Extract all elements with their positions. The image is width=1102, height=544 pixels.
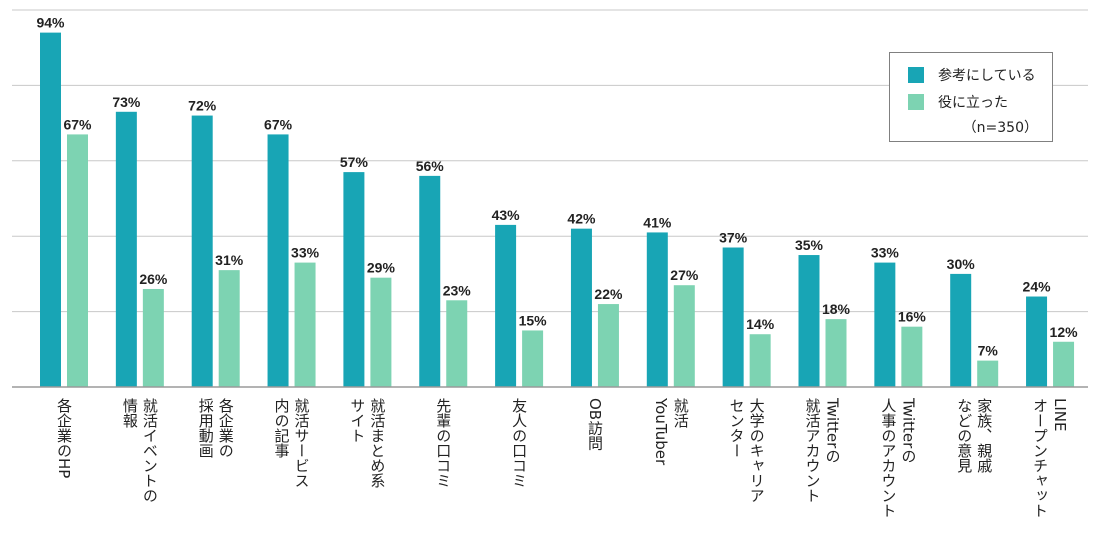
data-label-series-2: 22% (594, 286, 623, 302)
data-label-series-1: 35% (795, 237, 824, 253)
bar-series-1 (267, 134, 289, 387)
bar-series-1 (495, 224, 517, 387)
data-label-series-2: 29% (367, 260, 396, 276)
category-label: 就活イベントの (141, 398, 159, 503)
data-label-series-2: 23% (443, 282, 472, 298)
data-label-series-1: 56% (416, 158, 445, 174)
category-label: センター (728, 398, 746, 458)
bar-series-2 (597, 304, 619, 387)
category-label: 各企業の (217, 398, 235, 458)
bar-series-1 (798, 255, 820, 387)
legend-item-series-2: 役に立った (908, 92, 1008, 112)
category-label: 大学のキャリア (748, 398, 766, 503)
data-label-series-1: 94% (36, 15, 65, 31)
bar-series-2 (294, 262, 316, 387)
data-label-series-2: 18% (822, 301, 851, 317)
bar-series-2 (446, 300, 468, 387)
bar-series-2 (218, 270, 240, 387)
legend-item-series-1: 参考にしている (908, 65, 1036, 85)
legend-swatch-series-1 (908, 67, 924, 83)
data-label-series-2: 27% (670, 267, 699, 283)
data-label-series-1: 30% (947, 256, 976, 272)
bar-series-1 (40, 32, 61, 388)
data-label-series-1: 72% (188, 98, 217, 114)
data-label-series-1: 42% (567, 211, 596, 227)
category-label: 先輩の口コミ (434, 398, 452, 488)
bar-series-2 (825, 319, 847, 387)
category-label: 友人の口コミ (510, 398, 528, 488)
legend-label-series-2: 役に立った (938, 95, 1008, 111)
data-label-series-1: 57% (340, 154, 369, 170)
legend: 参考にしている 役に立った （n=350） (889, 52, 1053, 142)
legend-label-series-1: 参考にしている (938, 68, 1036, 84)
category-label: 就活サービス (293, 398, 311, 488)
data-label-series-2: 67% (63, 116, 92, 132)
category-label: などの意見 (955, 398, 973, 474)
bar-series-2 (673, 285, 695, 387)
bar-series-1 (722, 247, 744, 387)
data-label-series-1: 24% (1023, 279, 1052, 295)
bar-series-2 (901, 326, 923, 387)
bar-series-1 (874, 262, 896, 387)
data-label-series-1: 41% (643, 214, 672, 230)
data-label-series-1: 67% (264, 116, 293, 132)
category-label: Twitterの (824, 397, 842, 463)
bar-series-1 (191, 115, 213, 387)
category-label: 就活 (672, 398, 690, 428)
data-label-series-2: 33% (291, 245, 320, 261)
data-label-series-2: 12% (1050, 324, 1079, 340)
bar-series-2 (67, 134, 88, 387)
bar-series-2 (977, 360, 999, 387)
data-label-series-1: 33% (871, 245, 900, 261)
bar-series-1 (343, 172, 365, 387)
bar-series-2 (749, 334, 771, 387)
bar-series-1 (115, 111, 137, 387)
data-label-series-1: 43% (492, 207, 521, 223)
category-label: 人事のアカウント (879, 398, 897, 518)
bar-series-1 (570, 228, 592, 387)
legend-swatch-series-2 (908, 94, 924, 110)
category-label: オープンチャット (1031, 398, 1049, 518)
bar-series-2 (370, 277, 392, 387)
data-label-series-2: 14% (746, 316, 775, 332)
category-label: 就活アカウント (804, 398, 822, 503)
data-labels: 94% 67% 73% 26% 72% 31% 67% 33% 57% 29% 56% 23% 43% 1… (36, 15, 1078, 359)
category-label: サイト (348, 398, 366, 443)
category-label: 各企業のHP (55, 398, 73, 478)
bar-series-1 (646, 232, 668, 387)
bar-series-2 (522, 330, 544, 387)
category-label: YouTuber (652, 397, 670, 466)
category-label: 就活まとめ系 (368, 398, 386, 488)
bar-series-1 (1026, 296, 1048, 387)
bar-series-1 (950, 273, 972, 387)
category-label: LINE (1051, 398, 1069, 431)
bars (40, 32, 1075, 388)
data-label-series-2: 26% (139, 271, 168, 287)
data-label-series-1: 37% (719, 230, 748, 246)
data-label-series-1: 73% (112, 94, 141, 110)
data-label-series-2: 15% (519, 312, 548, 328)
category-label: Twitterの (899, 397, 917, 463)
category-label: 採用動画 (197, 398, 215, 458)
data-label-series-2: 7% (978, 343, 999, 359)
bar-series-2 (142, 288, 164, 387)
data-label-series-2: 31% (215, 252, 244, 268)
category-label: 情報 (121, 398, 139, 428)
category-label: OB訪問 (586, 398, 604, 451)
bar-series-1 (419, 175, 441, 387)
data-label-series-2: 16% (898, 309, 927, 325)
category-label: 家族、親戚 (975, 398, 993, 473)
category-label: 内の記事 (273, 398, 291, 458)
legend-sample-size: （n=350） (962, 120, 1038, 136)
bar-series-2 (1053, 341, 1075, 387)
